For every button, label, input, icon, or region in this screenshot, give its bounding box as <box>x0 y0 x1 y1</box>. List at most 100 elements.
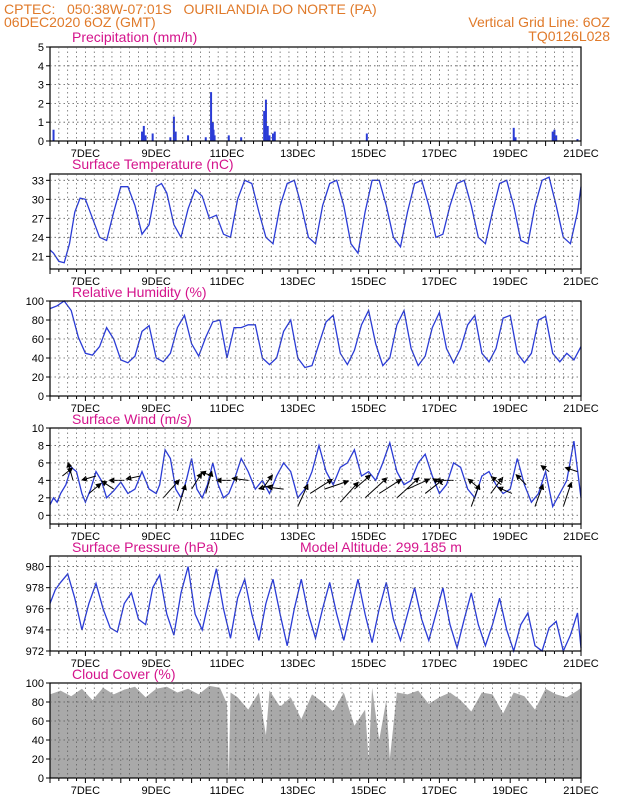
precip-bar <box>514 137 517 141</box>
precip-bar <box>151 133 154 141</box>
precip-bar <box>52 129 55 141</box>
pressure-ytick-label: 976 <box>26 604 44 616</box>
precip-bar <box>227 135 230 141</box>
precip-panel: 0 1 2 3 4 5 7DEC 9DEC 11DEC 13DEC 15DEC 17DEC 19DEC 2… <box>38 42 599 160</box>
rh-xtick-label: 19DEC <box>492 403 528 415</box>
cloud-ytick-label: 100 <box>26 678 44 690</box>
precip-ytick-label: 1 <box>38 117 44 129</box>
precip-bar <box>174 131 177 141</box>
precip-bar <box>268 135 271 141</box>
rh-xtick-label: 9DEC <box>142 403 171 415</box>
precip-bar <box>169 137 172 141</box>
cloud-title: Cloud Cover (%) <box>72 666 176 682</box>
cloud-xtick-label: 13DEC <box>280 785 316 797</box>
temp-ytick-label: 27 <box>32 213 44 225</box>
wind-xtick-label: 19DEC <box>492 531 528 543</box>
pressure-panel: 972 974 976 978 980 7DEC 9DEC 11DEC 13DEC 15DEC 17… <box>26 555 599 670</box>
wind-vector <box>534 483 545 507</box>
precip-bar <box>142 125 145 141</box>
rh-xtick-label: 21DEC <box>563 403 599 415</box>
wind-ytick-label: 4 <box>38 475 44 487</box>
wind-vector <box>497 486 513 494</box>
pressure-xtick-label: 15DEC <box>351 658 387 670</box>
wind-vector <box>66 461 74 481</box>
wind-vector <box>515 474 527 486</box>
wind-vector <box>324 479 350 490</box>
cloud-xtick-label: 11DEC <box>210 785 245 797</box>
precip-ytick-label: 2 <box>38 98 44 110</box>
wind-vector <box>81 475 97 482</box>
wind-xtick-label: 7DEC <box>71 531 100 543</box>
temp-xtick-label: 19DEC <box>492 276 528 288</box>
cloud-xtick-label: 19DEC <box>492 785 528 797</box>
cloud-ytick-label: 0 <box>38 773 44 785</box>
wind-xtick-label: 9DEC <box>142 531 171 543</box>
pressure-xtick-label: 21DEC <box>563 658 599 670</box>
wind-xtick-label: 21DEC <box>563 531 599 543</box>
precip-bar <box>240 137 243 141</box>
precip-xtick-label: 11DEC <box>210 148 245 160</box>
pressure-xtick-label: 7DEC <box>71 658 100 670</box>
wind-ytick-label: 8 <box>38 440 44 452</box>
rh-xtick-label: 7DEC <box>71 403 100 415</box>
wind-vector <box>540 465 550 473</box>
precip-xtick-label: 13DEC <box>280 148 316 160</box>
temp-xtick-label: 13DEC <box>280 276 316 288</box>
precip-xtick-label: 7DEC <box>71 148 100 160</box>
precip-bar <box>555 135 558 141</box>
precip-bar <box>141 131 144 141</box>
pressure-ytick-label: 978 <box>26 583 44 595</box>
wind-title: Surface Wind (m/s) <box>72 411 192 427</box>
cloud-plot <box>50 685 581 778</box>
cloud-ytick-label: 60 <box>32 716 44 728</box>
precip-bar <box>264 99 267 141</box>
rh-ytick-label: 0 <box>38 391 44 403</box>
precip-xtick-label: 21DEC <box>563 148 599 160</box>
wind-xtick-label: 13DEC <box>280 531 316 543</box>
pressure-ytick-label: 974 <box>26 625 44 637</box>
wind-vector <box>88 482 102 494</box>
wind-vector <box>562 481 573 507</box>
wind-vector <box>407 478 431 490</box>
wind-vector <box>309 478 334 494</box>
wind-vector <box>339 481 359 503</box>
model-id: TQ0126L028 <box>528 28 610 44</box>
wind-vector <box>364 477 388 499</box>
precip-bar <box>273 131 276 141</box>
rh-ytick-label: 80 <box>32 315 44 327</box>
pressure-ytick-label: 980 <box>26 562 44 574</box>
cloud-ytick-label: 80 <box>32 697 44 709</box>
cloud-xtick-label: 17DEC <box>422 785 458 797</box>
wind-vector <box>62 467 74 477</box>
precip-bar <box>263 110 266 141</box>
pressure-xtick-label: 17DEC <box>422 658 458 670</box>
wind-ytick-label: 0 <box>38 510 44 522</box>
rh-ytick-label: 20 <box>32 372 44 384</box>
pressure-xtick-label: 11DEC <box>210 658 245 670</box>
forecast-date: 06DEC2020 6OZ (GMT) <box>4 14 156 30</box>
precip-ytick-label: 3 <box>38 80 44 92</box>
temp-ytick-label: 33 <box>32 175 44 187</box>
wind-vector <box>125 475 141 481</box>
rh-ytick-label: 100 <box>26 296 44 308</box>
wind-vector <box>378 478 403 494</box>
rh-ytick-label: 60 <box>32 334 44 346</box>
precip-bar <box>551 131 554 141</box>
temp-xtick-label: 7DEC <box>71 276 100 288</box>
pressure-title: Surface Pressure (hPa) <box>72 539 219 555</box>
wind-xtick-label: 17DEC <box>422 531 458 543</box>
precip-title: Precipitation (mm/h) <box>72 29 198 45</box>
temp-ytick-label: 24 <box>32 232 44 244</box>
wind-vector <box>467 478 481 490</box>
precip-xtick-label: 17DEC <box>422 148 458 160</box>
precip-bar <box>272 133 275 141</box>
cloud-xtick-label: 15DEC <box>351 785 387 797</box>
pressure-xtick-label: 9DEC <box>142 658 171 670</box>
temp-xtick-label: 17DEC <box>422 276 458 288</box>
wind-vector <box>231 476 249 482</box>
precip-xtick-label: 9DEC <box>142 148 171 160</box>
precip-bar <box>213 135 216 141</box>
temp-xtick-label: 21DEC <box>563 276 599 288</box>
temp-series-line <box>49 176 582 264</box>
